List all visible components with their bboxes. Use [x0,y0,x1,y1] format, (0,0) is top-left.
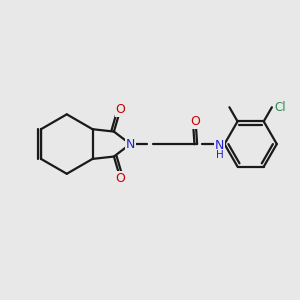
Text: O: O [116,103,125,116]
Text: N: N [215,139,224,152]
Text: Cl: Cl [274,101,286,114]
Text: H: H [216,150,223,161]
Text: O: O [191,115,201,128]
Text: O: O [116,172,125,185]
Text: N: N [126,138,135,151]
